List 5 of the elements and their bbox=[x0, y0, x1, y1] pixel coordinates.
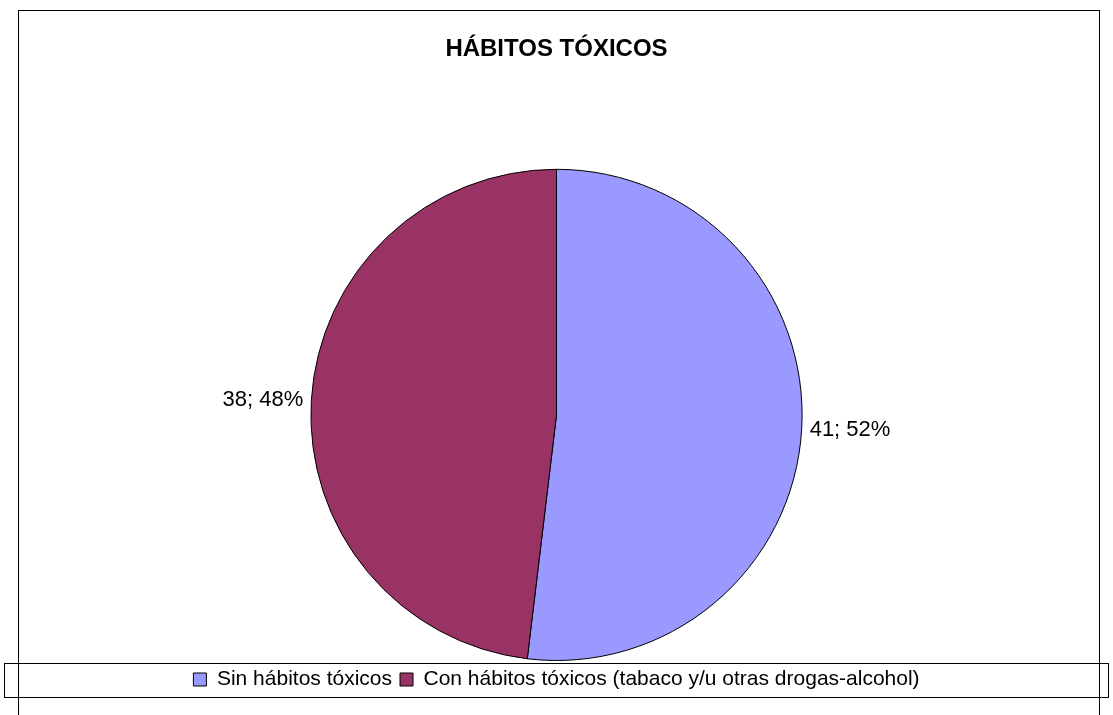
chart-title: HÁBITOS TÓXICOS bbox=[445, 34, 668, 62]
legend-label: Con hábitos tóxicos (tabaco y/u otras drogas-alcohol) bbox=[423, 666, 920, 690]
data-label: 38; 48% bbox=[222, 385, 304, 411]
data-label: 41; 52% bbox=[809, 416, 891, 442]
legend-label: Sin hábitos tóxicos bbox=[216, 666, 393, 690]
